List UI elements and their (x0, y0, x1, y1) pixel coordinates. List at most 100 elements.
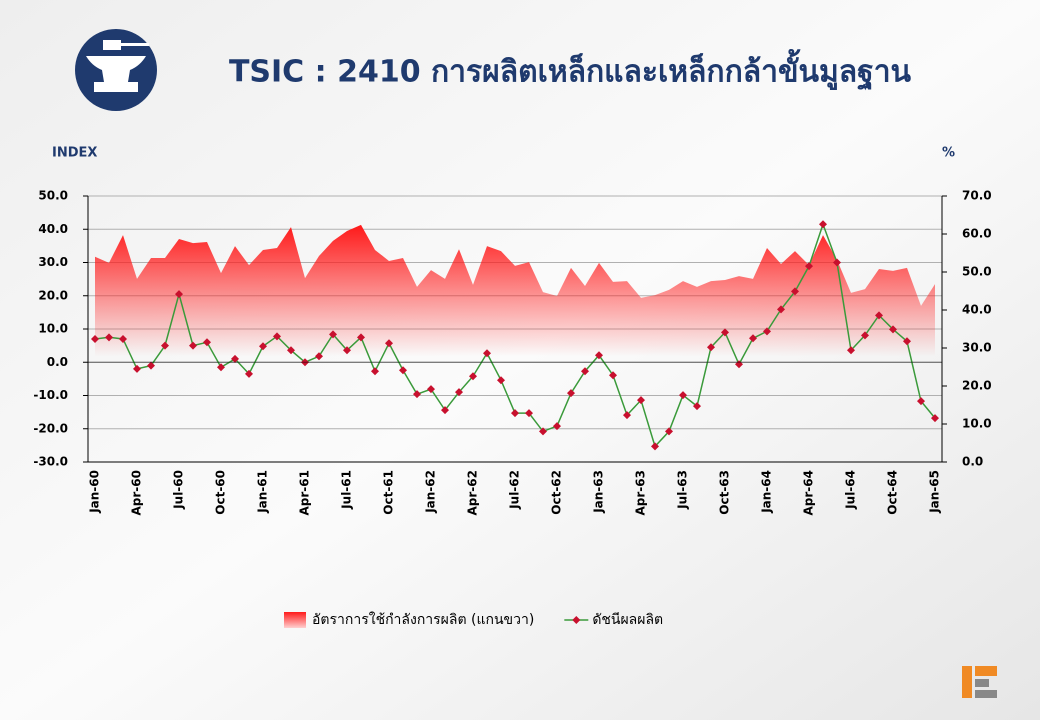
marker (749, 334, 757, 343)
y-tick-label: 20.0 (38, 288, 68, 302)
marker (637, 396, 645, 405)
marker (399, 366, 407, 375)
y-tick-label: 40.0 (38, 222, 68, 236)
x-tick-label: Jan-61 (256, 470, 270, 514)
y-tick-label: -20.0 (33, 421, 68, 435)
y2-tick-label: 30.0 (962, 341, 992, 355)
marker (175, 290, 183, 299)
marker (147, 361, 155, 370)
y-tick-label: 0.0 (47, 355, 68, 369)
marker (819, 220, 827, 229)
marker (413, 390, 421, 399)
x-tick-label: Oct-64 (886, 470, 900, 515)
x-tick-label: Oct-62 (550, 470, 564, 515)
marker (609, 371, 617, 380)
x-tick-label: Jul-64 (844, 470, 858, 510)
marker (931, 414, 939, 423)
legend-label: อัตราการใช้กำลังการผลิต (แกนขวา) (312, 611, 534, 628)
marker (833, 258, 841, 267)
marker (791, 287, 799, 296)
marker (231, 354, 239, 363)
marker (763, 327, 771, 336)
marker (189, 341, 197, 350)
marker (651, 442, 659, 451)
marker (679, 391, 687, 400)
x-tick-label: Jul-60 (172, 470, 186, 510)
marker (343, 346, 351, 355)
y2-tick-label: 50.0 (962, 265, 992, 279)
marker (371, 367, 379, 376)
marker (161, 341, 169, 350)
marker (273, 332, 281, 341)
marker (287, 346, 295, 355)
y2-axis-title: % (942, 146, 955, 161)
marker (203, 338, 211, 347)
x-tick-label: Oct-63 (718, 470, 732, 515)
x-tick-label: Apr-62 (466, 470, 480, 515)
chart-title: TSIC : 2410 การผลิตเหล็กและเหล็กกล้าขั้น… (229, 49, 912, 92)
x-tick-label: Oct-60 (214, 470, 228, 515)
marker (581, 367, 589, 376)
marker (861, 331, 869, 340)
marker (917, 397, 925, 406)
marker (259, 342, 267, 351)
marker (427, 385, 435, 394)
legend-marker (572, 616, 581, 624)
y2-tick-label: 20.0 (962, 379, 992, 393)
y2-tick-label: 10.0 (962, 417, 992, 431)
marker (315, 352, 323, 361)
x-tick-label: Apr-63 (634, 470, 648, 515)
marker (903, 337, 911, 346)
y-axis-title: INDEX (52, 146, 97, 161)
marker (441, 406, 449, 415)
marker (665, 427, 673, 436)
y2-tick-label: 60.0 (962, 227, 992, 241)
marker (133, 364, 141, 373)
marker (693, 402, 701, 411)
logo (962, 666, 997, 698)
x-tick-label: Jul-61 (340, 470, 354, 510)
legend-swatch (284, 612, 306, 628)
marker (511, 409, 519, 418)
marker (721, 328, 729, 337)
x-tick-label: Apr-61 (298, 470, 312, 515)
icon (75, 29, 157, 111)
y-tick-label: 50.0 (38, 189, 68, 203)
x-tick-label: Jul-63 (676, 470, 690, 510)
marker (329, 330, 337, 339)
marker (553, 422, 561, 431)
marker (483, 349, 491, 358)
marker (385, 339, 393, 348)
marker (539, 427, 547, 436)
marker (357, 333, 365, 342)
marker (245, 369, 253, 378)
marker (105, 333, 113, 342)
x-tick-label: Oct-61 (382, 470, 396, 515)
marker (889, 325, 897, 334)
x-tick-label: Apr-64 (802, 470, 816, 515)
marker (875, 311, 883, 320)
marker (777, 305, 785, 314)
x-tick-label: Jul-62 (508, 470, 522, 510)
marker (707, 343, 715, 352)
marker (595, 351, 603, 360)
y2-tick-label: 40.0 (962, 303, 992, 317)
y-tick-label: -10.0 (33, 388, 68, 402)
y2-tick-label: 70.0 (962, 189, 992, 203)
marker (805, 262, 813, 271)
x-tick-label: Jan-65 (928, 470, 942, 514)
x-tick-label: Jan-62 (424, 470, 438, 514)
legend-label: ดัชนีผลผลิต (592, 612, 663, 628)
x-tick-label: Jan-63 (592, 470, 606, 514)
y-tick-label: 10.0 (38, 322, 68, 336)
marker (497, 376, 505, 385)
marker (623, 411, 631, 420)
marker (119, 334, 127, 343)
y-tick-label: 30.0 (38, 255, 68, 269)
area (95, 224, 935, 462)
marker (567, 389, 575, 398)
marker (217, 363, 225, 372)
x-tick-label: Apr-60 (130, 470, 144, 515)
y-tick-label: -30.0 (33, 455, 68, 469)
